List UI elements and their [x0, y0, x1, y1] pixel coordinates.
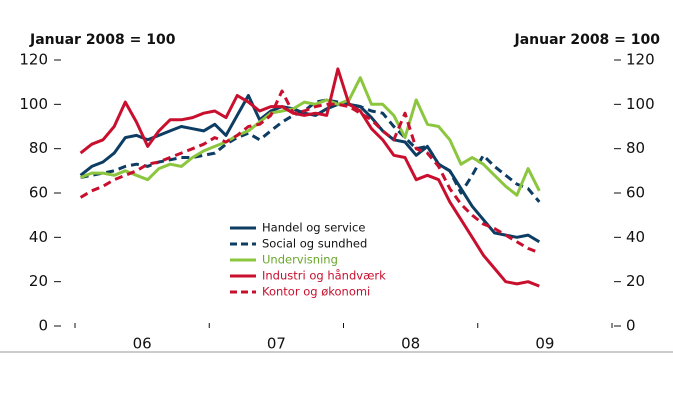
legend: Handel og service Social og sundhed Underv… [226, 220, 398, 306]
legend-label: Kontor og økonomi [262, 285, 370, 299]
line-series [79, 89, 540, 255]
y2-tick-label: 40 [626, 228, 645, 246]
y-tick-label: 100 [19, 95, 48, 113]
y-tick-label: 20 [29, 272, 48, 290]
x-tick-label: 07 [267, 335, 286, 353]
y2-tick-label: 80 [626, 139, 645, 157]
y-tick-label: 80 [29, 139, 48, 157]
x-tick-label: 06 [133, 335, 152, 353]
legend-label: Handel og service [262, 221, 365, 235]
x-tick-label: 08 [401, 335, 420, 353]
x-tick-label: 09 [535, 335, 554, 353]
y-tick-label: 0 [38, 317, 48, 335]
legend-label: Industri og håndværk [262, 269, 386, 283]
y-axis-label: Januar 2008 = 100 [29, 32, 176, 48]
y2-tick-label: 20 [626, 272, 645, 290]
line-series [79, 67, 540, 288]
y-tick-label: 60 [29, 184, 48, 202]
y2-tick-label: 100 [626, 95, 655, 113]
y2-axis-label: Januar 2008 = 100 [514, 32, 661, 48]
y-tick-label: 40 [29, 228, 48, 246]
y-tick-label: 120 [19, 51, 48, 69]
line-series [80, 76, 541, 197]
y2-tick-label: 60 [626, 184, 645, 202]
y2-tick-label: 0 [626, 317, 636, 335]
y2-tick-label: 120 [626, 51, 655, 69]
legend-label: Social og sundhed [262, 237, 367, 251]
legend-label: Undervisning [262, 253, 338, 267]
